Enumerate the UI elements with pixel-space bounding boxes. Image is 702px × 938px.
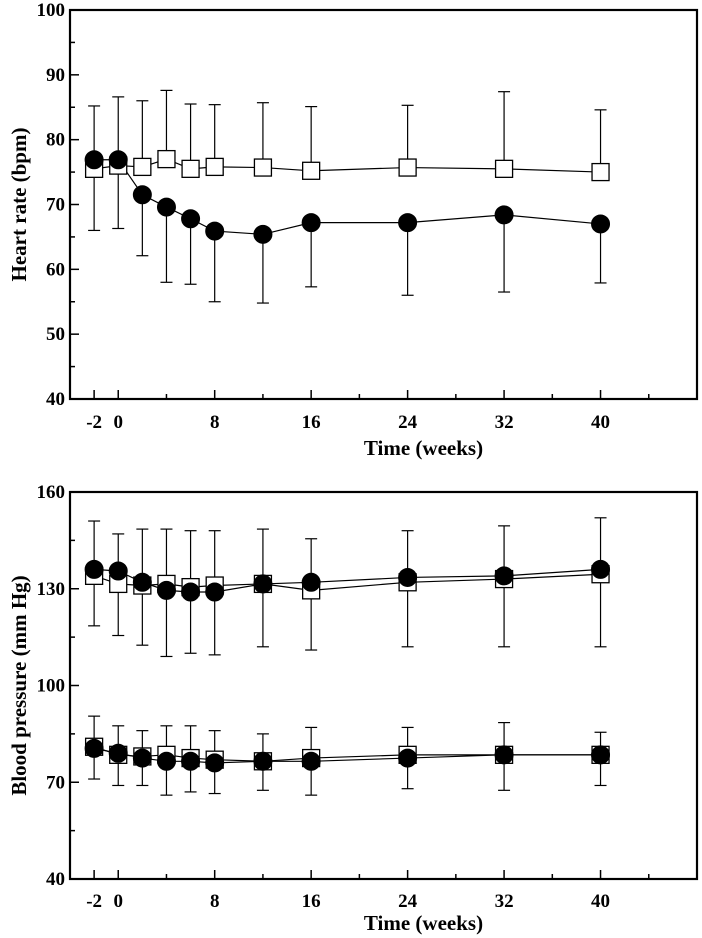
y-tick-label: 70 xyxy=(46,195,65,216)
plot-frame xyxy=(68,490,699,881)
x-tick-label: 40 xyxy=(591,891,610,912)
data-point-circle xyxy=(84,738,104,758)
data-point-square xyxy=(494,159,514,178)
data-point-circle xyxy=(301,751,321,771)
y-tick-label: 50 xyxy=(46,324,65,345)
blood-pressure-panel: -2 0 8 16 24 32 40 40 70 100 130 160 Time (weeks) Blo… xyxy=(7,482,699,935)
y-tick-label: 130 xyxy=(37,579,66,600)
data-point-square xyxy=(157,149,176,169)
data-point-square xyxy=(181,159,200,178)
data-point-circle xyxy=(156,580,176,600)
x-tick-label: 0 xyxy=(113,891,123,912)
data-point-circle xyxy=(181,751,201,771)
data-point-square xyxy=(133,157,152,177)
x-tick-label: 16 xyxy=(302,412,321,433)
data-point-circle xyxy=(181,209,201,229)
x-tick-label: -2 xyxy=(86,412,102,433)
y-tick-label: 60 xyxy=(46,259,65,280)
data-point-circle xyxy=(301,572,321,592)
data-point-square xyxy=(205,157,224,177)
y-axis-title: Heart rate (bpm) xyxy=(7,128,31,282)
x-tick-label: 40 xyxy=(591,412,610,433)
x-axis-title: Time (weeks) xyxy=(364,436,483,460)
data-point-circle xyxy=(398,567,418,587)
y-tick-label: 70 xyxy=(46,772,65,793)
data-point-circle xyxy=(132,748,152,768)
data-point-circle xyxy=(398,748,418,768)
x-tick-label: 0 xyxy=(113,412,123,433)
data-point-circle xyxy=(156,751,176,771)
data-point-circle xyxy=(108,743,128,763)
x-tick-label: 24 xyxy=(398,412,418,433)
series-line xyxy=(94,159,601,235)
data-point-circle xyxy=(205,221,225,241)
data-point-circle xyxy=(253,224,273,244)
data-point-circle xyxy=(156,197,176,217)
data-point-circle xyxy=(253,751,273,771)
data-point-square xyxy=(302,161,321,180)
data-point-square xyxy=(591,162,610,182)
data-point-circle xyxy=(108,561,128,581)
heart-rate-panel: -2 0 8 16 24 32 40 40 50 60 70 80 90 100 Time (weeks) H… xyxy=(7,0,699,460)
data-point-circle xyxy=(84,150,104,170)
y-tick-label: 80 xyxy=(46,130,65,151)
data-point-circle xyxy=(494,205,514,225)
data-point-circle xyxy=(591,745,611,765)
x-tick-label: 8 xyxy=(210,412,220,433)
y-tick-label: 40 xyxy=(46,389,65,410)
data-point-circle xyxy=(398,213,418,233)
data-point-circle xyxy=(494,745,514,765)
x-tick-label: 32 xyxy=(495,412,514,433)
data-point-circle xyxy=(181,582,201,602)
y-tick-label: 100 xyxy=(37,676,66,697)
data-point-circle xyxy=(591,214,611,234)
y-axis-title: Blood pressure (mm Hg) xyxy=(7,575,31,795)
x-tick-label: 16 xyxy=(302,891,321,912)
x-tick-label: 24 xyxy=(398,891,418,912)
y-tick-label: 40 xyxy=(46,869,65,890)
data-point-circle xyxy=(84,559,104,579)
x-tick-label: 8 xyxy=(210,891,220,912)
data-point-circle xyxy=(253,574,273,594)
x-tick-label: 32 xyxy=(495,891,514,912)
data-point-circle xyxy=(301,213,321,233)
data-point-circle xyxy=(132,572,152,592)
y-tick-label: 160 xyxy=(37,482,66,503)
x-tick-label: -2 xyxy=(86,891,102,912)
data-point-circle xyxy=(132,185,152,205)
data-point-circle xyxy=(591,559,611,579)
data-point-circle xyxy=(205,753,225,773)
y-tick-label: 90 xyxy=(46,65,65,86)
data-point-circle xyxy=(108,150,128,170)
y-tick-label: 100 xyxy=(37,0,66,21)
data-point-square xyxy=(253,158,273,177)
data-point-square xyxy=(398,158,417,177)
data-point-circle xyxy=(494,566,514,586)
data-point-circle xyxy=(205,582,225,602)
x-axis-title: Time (weeks) xyxy=(364,911,483,935)
